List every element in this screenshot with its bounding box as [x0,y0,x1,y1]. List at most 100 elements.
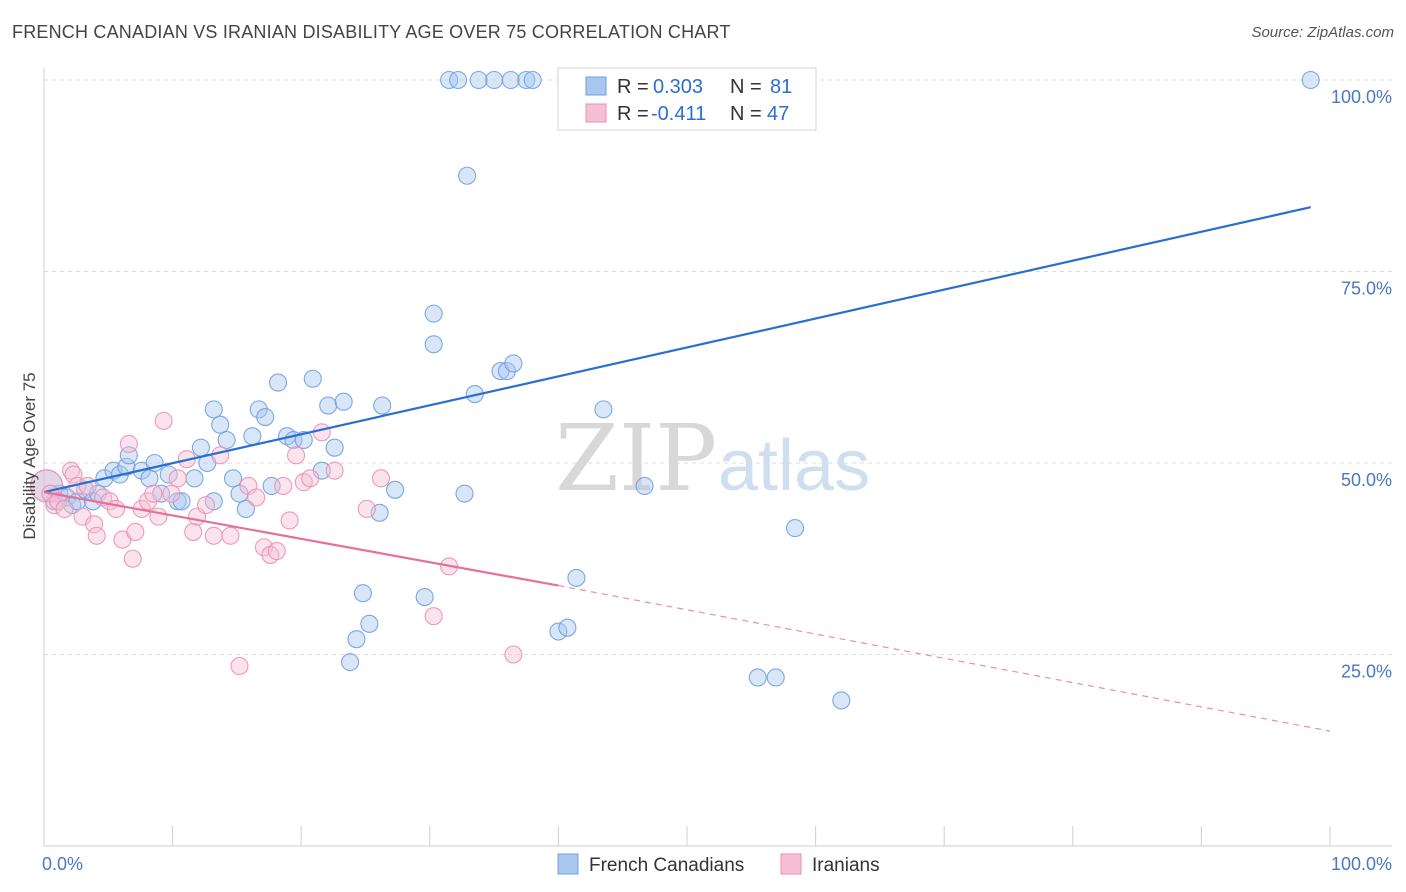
data-point [221,526,240,545]
legend-n-value-blue: 81 [770,76,792,98]
bottom-legend-label-blue: French Canadians [589,855,744,876]
data-point [341,653,360,672]
legend-r-value-pink: -0.411 [651,103,706,125]
bottom-legend-label-pink: Iranians [812,855,880,876]
x-ticks [43,826,1331,846]
data-point [159,465,178,484]
data-point [424,607,443,626]
data-point [558,618,577,637]
data-point [497,362,517,381]
data-point [334,392,353,411]
y-tick-label: 100.0% [1331,87,1392,107]
data-point [230,656,249,676]
data-point [371,469,390,488]
data-point [766,668,785,687]
y-tick-label: 75.0% [1341,279,1392,299]
y-tick-label: 50.0% [1341,470,1392,490]
data-point [217,430,236,450]
data-point [373,396,392,415]
data-point [325,461,344,480]
data-point [168,492,187,511]
data-point [303,369,322,388]
data-point [267,542,286,561]
series-blue-points [30,70,1320,710]
legend-r-label-pink: R = [617,103,649,125]
data-point [269,373,288,392]
data-point [523,70,542,90]
legend-n-label-blue: N = [730,76,762,98]
data-point [55,499,74,519]
data-point [172,492,191,511]
data-point [353,584,372,603]
data-point [386,480,405,499]
data-point [191,438,210,457]
data-point [357,499,376,519]
data-point [360,614,379,633]
data-point [119,434,138,453]
data-point [280,511,299,530]
bottom-legend-swatch-pink [780,853,802,875]
data-point [256,407,275,427]
data-point [274,476,293,496]
data-point [485,70,504,90]
data-point [458,166,477,185]
data-point [424,304,443,323]
data-point [185,469,204,488]
data-point [243,427,262,446]
data-point [211,446,230,465]
data-point [785,519,805,538]
axes [43,68,1392,847]
watermark-zip: ZIP [555,405,717,512]
data-point [140,469,159,488]
data-point [325,438,344,457]
data-point [549,622,568,641]
data-point [517,70,536,90]
data-point [748,668,767,687]
legend-n-label-pink: N = [730,103,762,125]
data-point [223,469,243,488]
trend-line-blue [43,206,1311,494]
data-point [415,587,434,607]
data-point [49,492,68,511]
series-legend: French Canadians Iranians [557,853,880,876]
data-point [64,465,83,484]
trend-line-pink [43,491,559,587]
trend-lines [43,206,1331,732]
chart-source: Source: ZipAtlas.com [1251,24,1394,41]
data-point [594,400,613,419]
y-axis-label: Disability Age Over 75 [20,372,39,539]
legend-swatch-blue [585,76,607,96]
series-pink-points [30,411,523,676]
legend-swatch-pink [585,103,607,123]
data-point [469,70,488,90]
data-point [154,411,173,430]
data-point [1301,70,1320,90]
data-point [567,568,586,587]
x-tick-label-min: 0.0% [42,854,83,874]
data-point [449,70,468,90]
correlation-legend: R = 0.303 N = 81 R = -0.411 N = 47 [557,67,817,131]
data-point [424,335,443,354]
data-point [347,630,366,649]
data-point [184,522,203,541]
data-point [501,70,520,90]
data-point [504,645,523,664]
data-point [832,691,851,710]
data-point [204,400,223,419]
data-point [312,423,331,442]
watermark: ZIP atlas [555,405,870,512]
chart-title: FRENCH CANADIAN VS IRANIAN DISABILITY AG… [12,22,731,42]
data-point [301,469,320,488]
data-point [123,549,142,568]
data-point [144,484,163,503]
x-tick-label-max: 100.0% [1331,854,1392,874]
data-point [455,484,474,503]
data-point [87,526,106,545]
grid-lines [44,79,1392,655]
data-point [211,415,230,434]
data-point [249,400,268,419]
data-point [204,526,223,545]
data-point [294,430,313,450]
data-point [236,499,255,519]
